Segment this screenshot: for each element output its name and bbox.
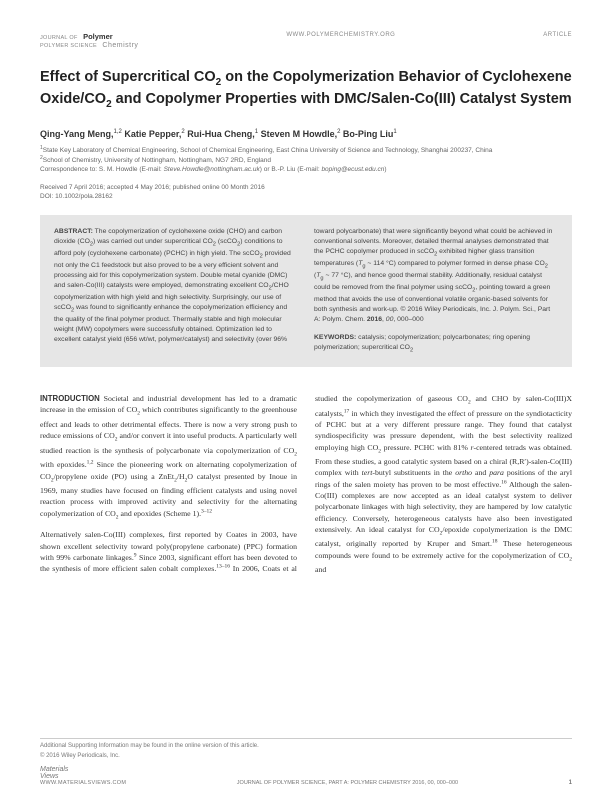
body-columns: INTRODUCTION Societal and industrial dev… xyxy=(40,393,572,578)
journal-url: WWW.POLYMERCHEMISTRY.ORG xyxy=(286,32,395,38)
article-title: Effect of Supercritical CO2 on the Copol… xyxy=(40,68,572,111)
intro-paragraph-1: INTRODUCTION Societal and industrial dev… xyxy=(40,393,297,522)
page-header: JOURNAL OF Polymer POLYMER SCIENCE Chemi… xyxy=(40,32,572,50)
copyright-line: © 2016 Wiley Periodicals, Inc. xyxy=(40,753,572,759)
journal-brand: Polymer xyxy=(83,32,113,41)
page-footer: Additional Supporting Information may be… xyxy=(40,738,572,786)
journal-label: JOURNAL OF Polymer POLYMER SCIENCE Chemi… xyxy=(40,32,138,50)
article-tag: ARTICLE xyxy=(543,32,572,38)
authors-line: Qing-Yang Meng,1,2 Katie Pepper,2 Rui-Hu… xyxy=(40,129,572,139)
materials-views-url: WWW.MATERIALSVIEWS.COM xyxy=(40,780,126,786)
dates-doi: Received 7 April 2016; accepted 4 May 20… xyxy=(40,183,572,201)
supporting-info: Additional Supporting Information may be… xyxy=(40,743,572,749)
materials-views-logo: MaterialsViews xyxy=(40,767,126,780)
abstract-box: ABSTRACT: The copolymerization of cycloh… xyxy=(40,215,572,367)
journal-mid: POLYMER SCIENCE xyxy=(40,43,97,49)
journal-top: JOURNAL OF xyxy=(40,35,78,41)
footer-citation: JOURNAL OF POLYMER SCIENCE, PART A: POLY… xyxy=(237,780,458,786)
footer-rule xyxy=(40,738,572,739)
affiliations: 1State Key Laboratory of Chemical Engine… xyxy=(40,145,572,175)
page-number: 1 xyxy=(569,780,572,786)
journal-sub: Chemistry xyxy=(102,42,138,49)
